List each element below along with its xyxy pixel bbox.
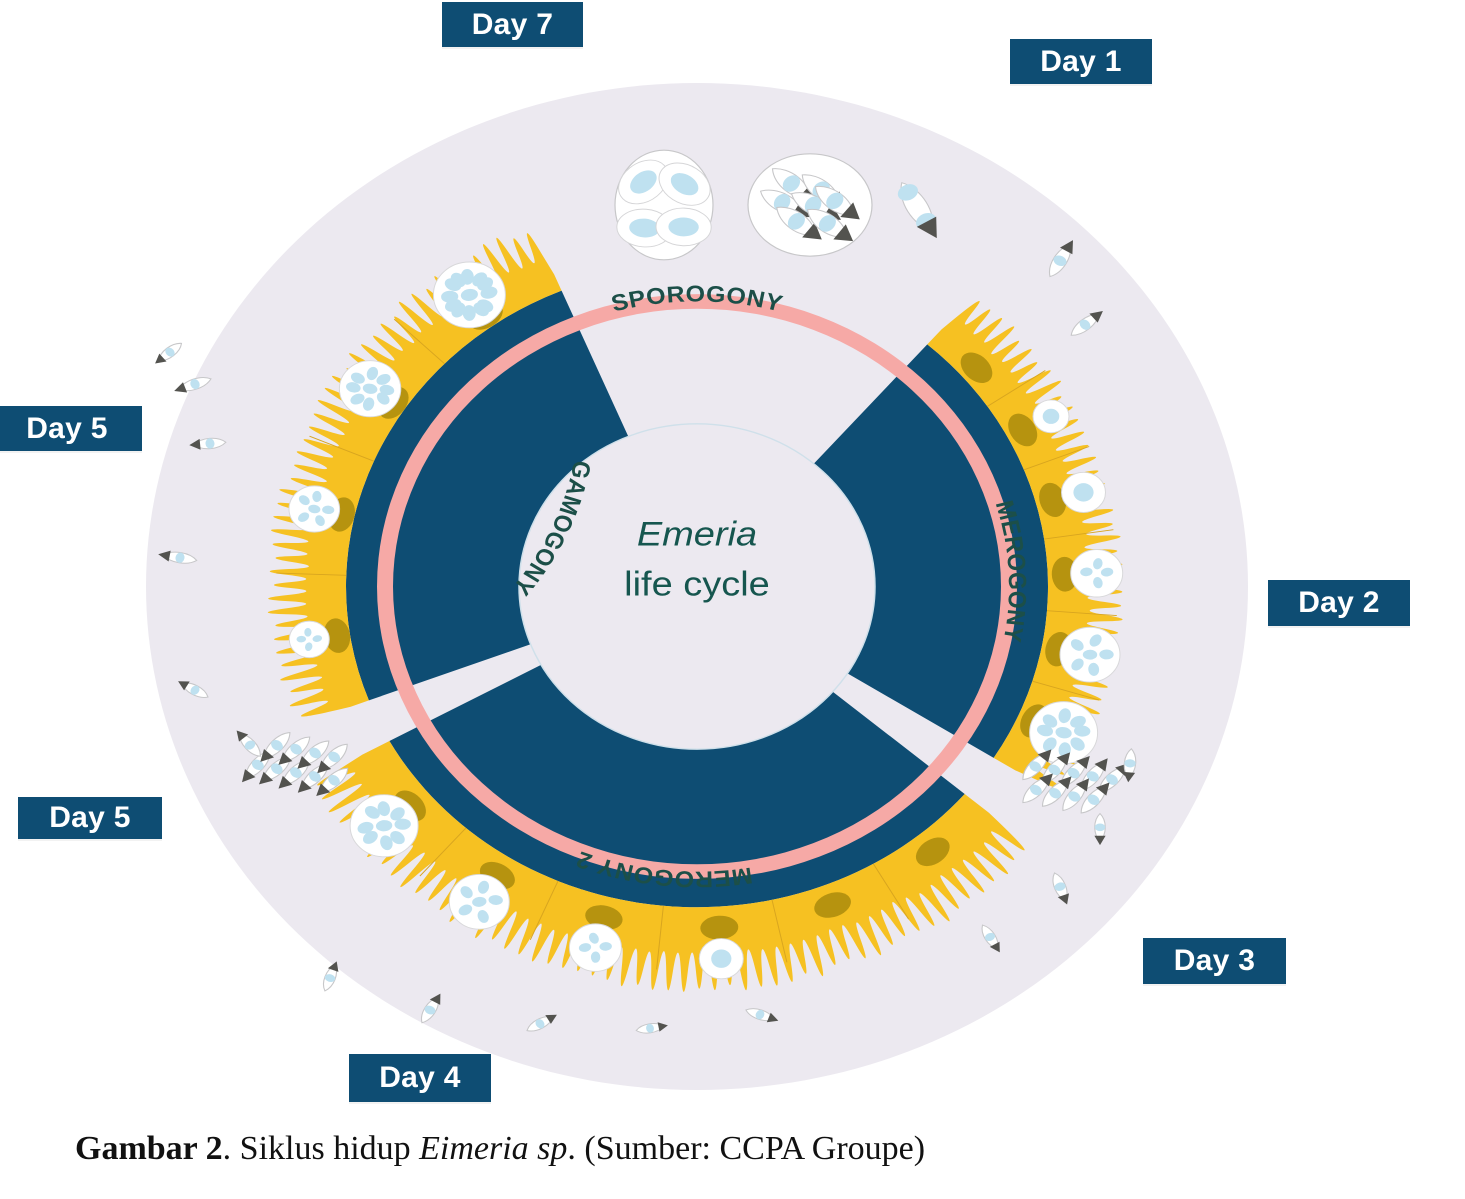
svg-text:Emeria: Emeria — [637, 514, 757, 553]
svg-text:life cycle: life cycle — [624, 564, 770, 603]
